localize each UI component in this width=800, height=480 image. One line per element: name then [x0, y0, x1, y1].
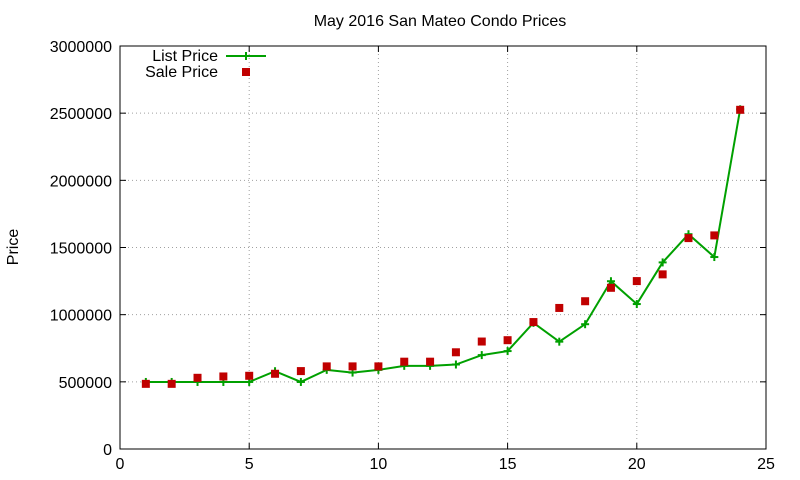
data-point [271, 369, 280, 378]
y-tick-label: 2500000 [50, 106, 112, 123]
data-point [581, 297, 590, 306]
x-tick-label: 5 [245, 456, 254, 473]
data-series [141, 105, 745, 388]
legend-label-list-price: List Price [152, 48, 218, 65]
data-point [606, 283, 615, 292]
data-point [296, 367, 305, 376]
data-point [245, 371, 254, 380]
data-point [658, 270, 667, 279]
data-point [219, 372, 228, 381]
y-axis-label: Price [5, 229, 22, 266]
legend-swatch-sale-price [242, 68, 250, 76]
y-tick-label: 1000000 [50, 308, 112, 325]
data-point [374, 362, 383, 371]
x-tick-label: 25 [757, 456, 775, 473]
data-point [477, 337, 486, 346]
data-point [322, 362, 331, 371]
data-point [348, 362, 357, 371]
data-point [555, 337, 564, 346]
legend: List Price Sale Price [145, 48, 266, 81]
data-point [529, 318, 538, 327]
legend-plus-marker [242, 52, 250, 60]
series-line [145, 109, 742, 384]
chart-title: May 2016 San Mateo Condo Prices [314, 13, 567, 30]
data-point [555, 303, 564, 312]
legend-marker-list-price [242, 52, 250, 60]
data-point [296, 377, 305, 386]
data-point [503, 347, 512, 356]
data-point [503, 336, 512, 345]
legend-label-sale-price: Sale Price [145, 64, 218, 81]
x-tick-label: 0 [116, 456, 125, 473]
data-point [141, 379, 150, 388]
axis-ticks: 0 5 10 15 20 25 0 500000 1000000 1500000 2000000 25… [50, 39, 775, 473]
x-tick-label: 20 [628, 456, 646, 473]
data-point [710, 231, 719, 240]
data-point [658, 258, 667, 267]
data-point [477, 351, 486, 360]
series-list-price [141, 105, 745, 386]
y-tick-label: 500000 [59, 375, 112, 392]
data-point [632, 300, 641, 309]
series-sale-price [141, 105, 745, 388]
data-point [736, 105, 745, 114]
y-tick-label: 2000000 [50, 173, 112, 190]
data-point [710, 253, 719, 262]
x-tick-label: 15 [499, 456, 517, 473]
data-point [400, 357, 409, 366]
data-point [632, 277, 641, 286]
data-point [451, 360, 460, 369]
x-tick-label: 10 [370, 456, 388, 473]
y-tick-label: 0 [103, 442, 112, 459]
y-tick-label: 3000000 [50, 39, 112, 56]
y-tick-label: 1500000 [50, 241, 112, 258]
data-point [426, 357, 435, 366]
data-point [684, 234, 693, 243]
data-point [451, 348, 460, 357]
data-point [167, 379, 176, 388]
data-point [581, 320, 590, 329]
grid-lines [120, 46, 766, 449]
data-point [193, 373, 202, 382]
